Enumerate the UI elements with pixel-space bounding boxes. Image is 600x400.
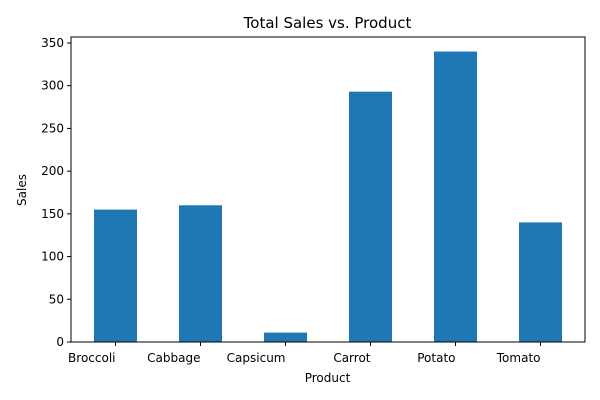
x-tick-label: Tomato [496, 351, 541, 365]
bar-cabbage [179, 205, 222, 342]
x-axis-title: Product [305, 371, 351, 385]
y-tick-label: 350 [41, 36, 64, 50]
x-axis-ticks: Broccoli Cabbage Capsicum Carrot Potato Tomat… [68, 342, 541, 365]
plot-frame [70, 36, 586, 343]
bar-broccoli [94, 209, 137, 342]
chart-title: Total Sales vs. Product [243, 14, 412, 32]
bar-carrot [349, 91, 392, 342]
y-tick-label: 100 [41, 250, 64, 264]
y-tick-label: 250 [41, 121, 64, 135]
y-tick-label: 300 [41, 79, 64, 93]
x-tick-label: Broccoli [68, 351, 115, 365]
bars-group [94, 51, 562, 343]
y-axis-ticks: 0 50 100 150 200 250 300 350 [41, 36, 71, 349]
y-tick-label: 0 [56, 335, 64, 349]
x-tick-label: Carrot [333, 351, 370, 365]
plot-area: 0 50 100 150 200 250 300 350 Broccoli Cabbage Cap… [41, 36, 586, 365]
bar-tomato [519, 222, 562, 342]
x-tick-label: Cabbage [147, 351, 200, 365]
x-tick-label: Capsicum [227, 351, 286, 365]
x-tick-label: Potato [417, 351, 455, 365]
y-axis-title: Sales [15, 174, 29, 206]
y-tick-label: 50 [49, 292, 64, 306]
bar-potato [434, 51, 477, 343]
bar-capsicum [264, 332, 307, 342]
y-tick-label: 200 [41, 164, 64, 178]
y-tick-label: 150 [41, 207, 64, 221]
